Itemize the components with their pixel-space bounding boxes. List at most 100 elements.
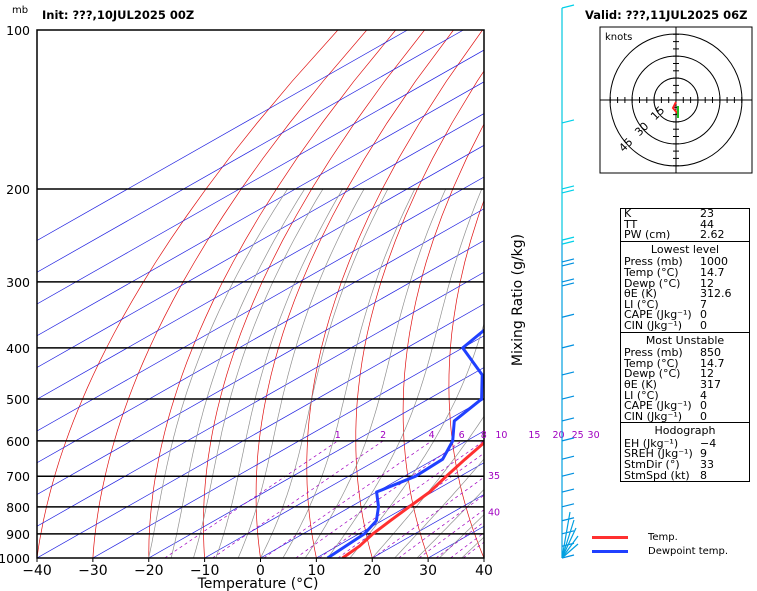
most-unstable-label: Press (mb) (624, 346, 683, 360)
most-unstable-value: 317 (700, 377, 721, 391)
most-unstable-row: Press (mb) 850 (621, 346, 749, 360)
lowest-level-row: LI (°C) 7 (621, 297, 749, 311)
isotherm (37, 144, 484, 400)
hodograph-trace-low (671, 101, 679, 115)
dry-adiabat (402, 123, 484, 558)
most-unstable-label: CAPE (Jkg⁻¹) (624, 399, 692, 413)
lowest-level-row: Dewp (°C) 12 (621, 276, 749, 290)
pressure-tick-label: 800 (6, 500, 30, 515)
mixing-ratio-tick-label: 8 (481, 430, 487, 441)
lowest-level-row: Press (mb) 1000 (621, 257, 749, 268)
wind-barb-flag (561, 344, 575, 349)
wind-barb-flag (561, 455, 575, 460)
moist-adiabat (215, 188, 343, 558)
wind-barb-flag (561, 472, 575, 477)
most-unstable-header: Most Unstable (621, 331, 749, 349)
mixing-ratio-line (164, 440, 338, 558)
wind-barb-flag (561, 258, 575, 263)
temperature-tick-label: −30 (78, 563, 108, 579)
pressure-tick-label: 900 (6, 527, 30, 542)
mixing-ratio-line (418, 509, 484, 558)
pressure-tick-label: 1000 (0, 551, 30, 566)
lowest-level-row: Temp (°C) 14.7 (621, 265, 749, 279)
lowest-level-row: CAPE (Jkg⁻¹) 0 (621, 310, 749, 321)
temperature-tick-label: 30 (419, 563, 437, 579)
hodograph-stat-value: 9 (700, 447, 707, 461)
isotherm (37, 303, 484, 558)
indices-table: K 23 TT 44 PW (cm) 2.62 Lowest level Press (m… (620, 207, 750, 483)
valid-time-label: Valid: ???,11JUL2025 06Z (585, 8, 748, 22)
wind-barb-flag (561, 278, 575, 283)
hodograph-stat-row: EH (Jkg⁻¹) −4 (621, 436, 749, 450)
lowest-level-value: 7 (700, 297, 707, 311)
wind-barb-flag (561, 437, 575, 442)
moist-adiabat (148, 188, 288, 558)
wind-barb-flag (561, 395, 575, 400)
moist-adiabat (439, 514, 484, 558)
pressure-tick-label: 700 (6, 469, 30, 484)
lowest-level-label: CIN (Jkg⁻¹) (624, 318, 683, 332)
most-unstable-label: Temp (°C) (624, 356, 679, 370)
lowest-level-label: θE (K) (624, 287, 657, 301)
isotherm (37, 208, 484, 464)
dry-adiabat (306, 30, 483, 558)
wind-barb-flag (561, 236, 575, 241)
mixing-ratio-tick-label: 40 (488, 508, 500, 519)
moist-adiabat (237, 188, 365, 558)
index-label: K (624, 207, 632, 220)
wind-barb-flag (561, 517, 575, 522)
index-row: PW (cm) 2.62 (621, 229, 749, 241)
temperature-tick-label: 40 (475, 563, 493, 579)
wind-barb-flag (561, 185, 575, 190)
lowest-level-value: 12 (700, 276, 714, 290)
hodograph-stat-label: StmSpd (kt) (624, 468, 690, 482)
hodograph-stat-row: SREH (Jkg⁻¹) 9 (621, 449, 749, 460)
dry-adiabat (355, 70, 484, 558)
mixing-ratio-line (372, 476, 484, 558)
moist-adiabat (394, 458, 484, 558)
isotherm (37, 30, 464, 273)
moist-adiabat (260, 188, 389, 558)
dry-adiabat (92, 30, 368, 558)
wind-barb-flag (561, 262, 575, 267)
wind-barb-flag (561, 4, 575, 9)
wind-barb-flag (561, 554, 575, 559)
pressure-tick-label: 100 (6, 23, 30, 38)
isotherm (37, 240, 484, 495)
dry-adiabat (448, 199, 484, 558)
wind-barb-flag (561, 535, 579, 559)
mixing-ratio-tick-label: 10 (495, 430, 507, 441)
mixing-ratio-tick-label: 2 (380, 430, 386, 441)
wind-barb-flag (561, 527, 577, 559)
pressure-tick-label: 300 (6, 275, 30, 290)
isotherm (37, 271, 484, 527)
temperature-tick-label: 20 (363, 563, 381, 579)
legend-temp: Temp. (592, 532, 678, 543)
most-unstable-label: θE (K) (624, 377, 657, 391)
lowest-level-value: 14.7 (700, 265, 725, 279)
legend-dewpoint-swatch (592, 549, 628, 553)
wind-barb-flag (561, 530, 575, 535)
hodograph-units-label: knots (605, 32, 632, 43)
legend-dewpoint: Dewpoint temp. (592, 546, 728, 557)
wind-barb-flag (561, 417, 575, 422)
lowest-level-label: Press (mb) (624, 255, 683, 269)
wind-barb-flag (561, 189, 575, 194)
isotherm (316, 462, 484, 558)
legend-temp-label: Temp. (648, 532, 678, 543)
plot-frame (36, 29, 485, 559)
mixing-ratio-tick-label: 25 (572, 430, 584, 441)
mixing-ratio-line (450, 532, 484, 558)
hodograph-stat-label: EH (Jkg⁻¹) (624, 436, 679, 450)
lowest-level-header: Lowest level (621, 240, 749, 258)
pressure-unit-label: mb (12, 5, 28, 16)
most-unstable-value: 12 (700, 367, 714, 381)
most-unstable-label: LI (°C) (624, 388, 659, 402)
hodograph-stat-value: −4 (700, 436, 717, 450)
lowest-level-value: 312.6 (700, 287, 732, 301)
hodograph-stat-row: StmSpd (kt) 8 (621, 468, 749, 482)
wind-barb-flag (561, 371, 575, 376)
wind-barbs (561, 4, 579, 559)
index-row: K 23 (621, 207, 749, 220)
wind-barb-flag (561, 313, 575, 318)
